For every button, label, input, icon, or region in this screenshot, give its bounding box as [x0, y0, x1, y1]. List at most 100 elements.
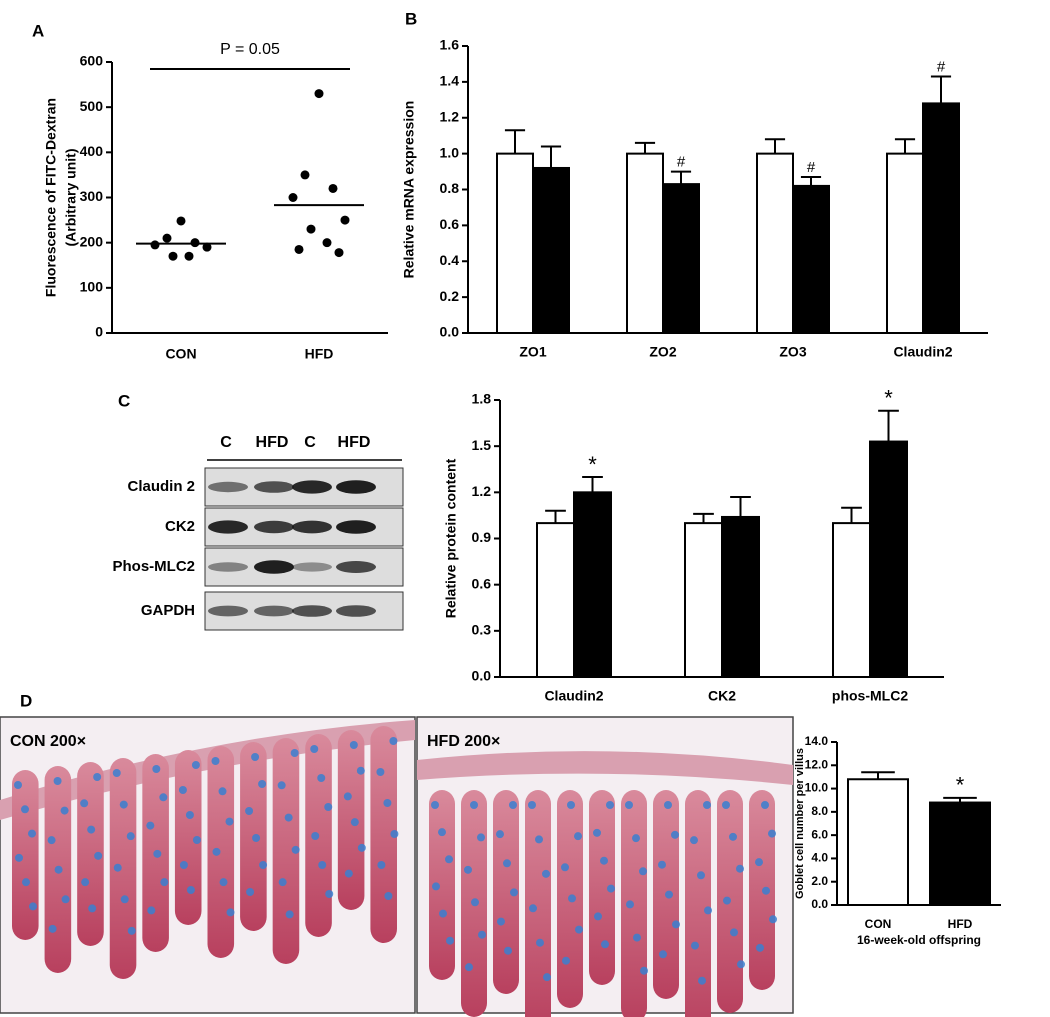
- y-tick-label: 10.0: [805, 781, 829, 795]
- goblet-cell: [160, 878, 169, 887]
- goblet-cell: [697, 871, 705, 880]
- bar: [573, 491, 612, 679]
- band: [254, 560, 294, 574]
- goblet-cell: [504, 946, 512, 955]
- goblet-cell: [259, 861, 268, 869]
- goblet-cell: [762, 886, 770, 895]
- goblet-cell: [704, 906, 712, 915]
- goblet-cell: [81, 878, 90, 887]
- y-tick-label: 2.0: [811, 874, 828, 888]
- goblet-cell: [350, 818, 359, 827]
- goblet-cell: [153, 849, 162, 858]
- significance-mark: #: [807, 159, 816, 176]
- goblet-cell: [543, 973, 551, 982]
- goblet-cell: [542, 869, 550, 878]
- bar: [756, 152, 794, 334]
- goblet-cell: [178, 786, 187, 794]
- goblet-cell: [344, 869, 353, 878]
- villus: [589, 790, 615, 985]
- significance-mark: #: [677, 154, 686, 171]
- goblet-cell: [600, 856, 608, 865]
- bar: [847, 778, 909, 906]
- panel-label: A: [32, 21, 44, 40]
- goblet-cell: [251, 753, 260, 761]
- y-tick-label: 600: [80, 53, 104, 69]
- goblet-cell: [730, 928, 738, 937]
- panel-label: B: [405, 9, 417, 28]
- band: [208, 481, 248, 493]
- y-tick-label: 6.0: [811, 827, 828, 841]
- goblet-cell: [245, 807, 254, 815]
- goblet-cell: [93, 773, 102, 781]
- x-tick-label: HFD: [305, 346, 334, 362]
- goblet-cell: [185, 811, 194, 819]
- bar: [929, 801, 991, 906]
- goblet-cell: [769, 915, 777, 924]
- goblet-cell: [357, 843, 366, 852]
- goblet-cell: [94, 851, 103, 860]
- lane-label: C: [304, 434, 316, 451]
- data-point: [294, 244, 304, 254]
- band: [336, 480, 376, 494]
- y-axis-label: Relative mRNA expression: [401, 101, 417, 279]
- goblet-cell: [632, 834, 640, 843]
- micrograph-caption: HFD 200×: [427, 733, 500, 750]
- villus: [272, 738, 300, 964]
- significance-mark: #: [937, 58, 946, 75]
- y-tick-label: 0.3: [472, 622, 492, 638]
- goblet-cell: [606, 801, 614, 809]
- y-tick-label: 400: [80, 143, 104, 159]
- goblet-cell: [431, 801, 439, 809]
- goblet-cell: [384, 892, 393, 900]
- bar: [684, 522, 723, 678]
- goblet-cell: [343, 792, 352, 801]
- goblet-cell: [179, 861, 188, 869]
- goblet-cell: [192, 836, 201, 844]
- goblet-cell: [567, 801, 575, 809]
- bar: [721, 515, 760, 679]
- goblet-cell: [535, 835, 543, 844]
- goblet-cell: [14, 781, 22, 789]
- goblet-cell: [311, 832, 320, 840]
- x-tick-label: CON: [165, 346, 196, 362]
- goblet-cell: [389, 737, 398, 745]
- goblet-cell: [191, 761, 200, 769]
- row-label: CK2: [165, 518, 195, 535]
- goblet-cell: [729, 832, 737, 841]
- band: [292, 605, 332, 617]
- goblet-cell: [626, 900, 634, 909]
- data-point: [202, 242, 212, 252]
- goblet-cell: [211, 757, 220, 765]
- x-tick-label: ZO3: [779, 344, 806, 360]
- bar: [922, 102, 960, 335]
- goblet-cell: [159, 793, 168, 802]
- bar: [886, 152, 924, 334]
- goblet-cell: [594, 912, 602, 921]
- goblet-cell: [640, 966, 648, 975]
- goblet-cell: [80, 799, 89, 808]
- x-tick-label: Claudin2: [544, 688, 603, 704]
- row-label: Phos-MLC2: [113, 558, 196, 575]
- y-tick-label: 1.2: [472, 483, 492, 499]
- goblet-cell: [146, 821, 155, 830]
- significance-mark: *: [588, 452, 597, 477]
- goblet-cell: [349, 741, 358, 749]
- goblet-cell: [47, 836, 56, 845]
- bar: [532, 166, 570, 334]
- y-tick-label: 12.0: [805, 757, 829, 771]
- band: [254, 605, 294, 617]
- band: [336, 520, 376, 534]
- goblet-cell: [496, 830, 504, 839]
- data-point: [314, 89, 324, 99]
- band: [292, 520, 332, 534]
- data-point: [300, 170, 310, 180]
- goblet-cell: [87, 825, 96, 834]
- goblet-cell: [562, 956, 570, 965]
- goblet-cell: [112, 769, 121, 777]
- y-axis-label: Fluorescence of FITC-Dextran: [43, 98, 59, 297]
- y-tick-label: 0.6: [472, 575, 492, 591]
- band: [292, 480, 332, 494]
- goblet-cell: [290, 749, 299, 757]
- band: [208, 562, 248, 572]
- goblet-cell: [219, 878, 228, 887]
